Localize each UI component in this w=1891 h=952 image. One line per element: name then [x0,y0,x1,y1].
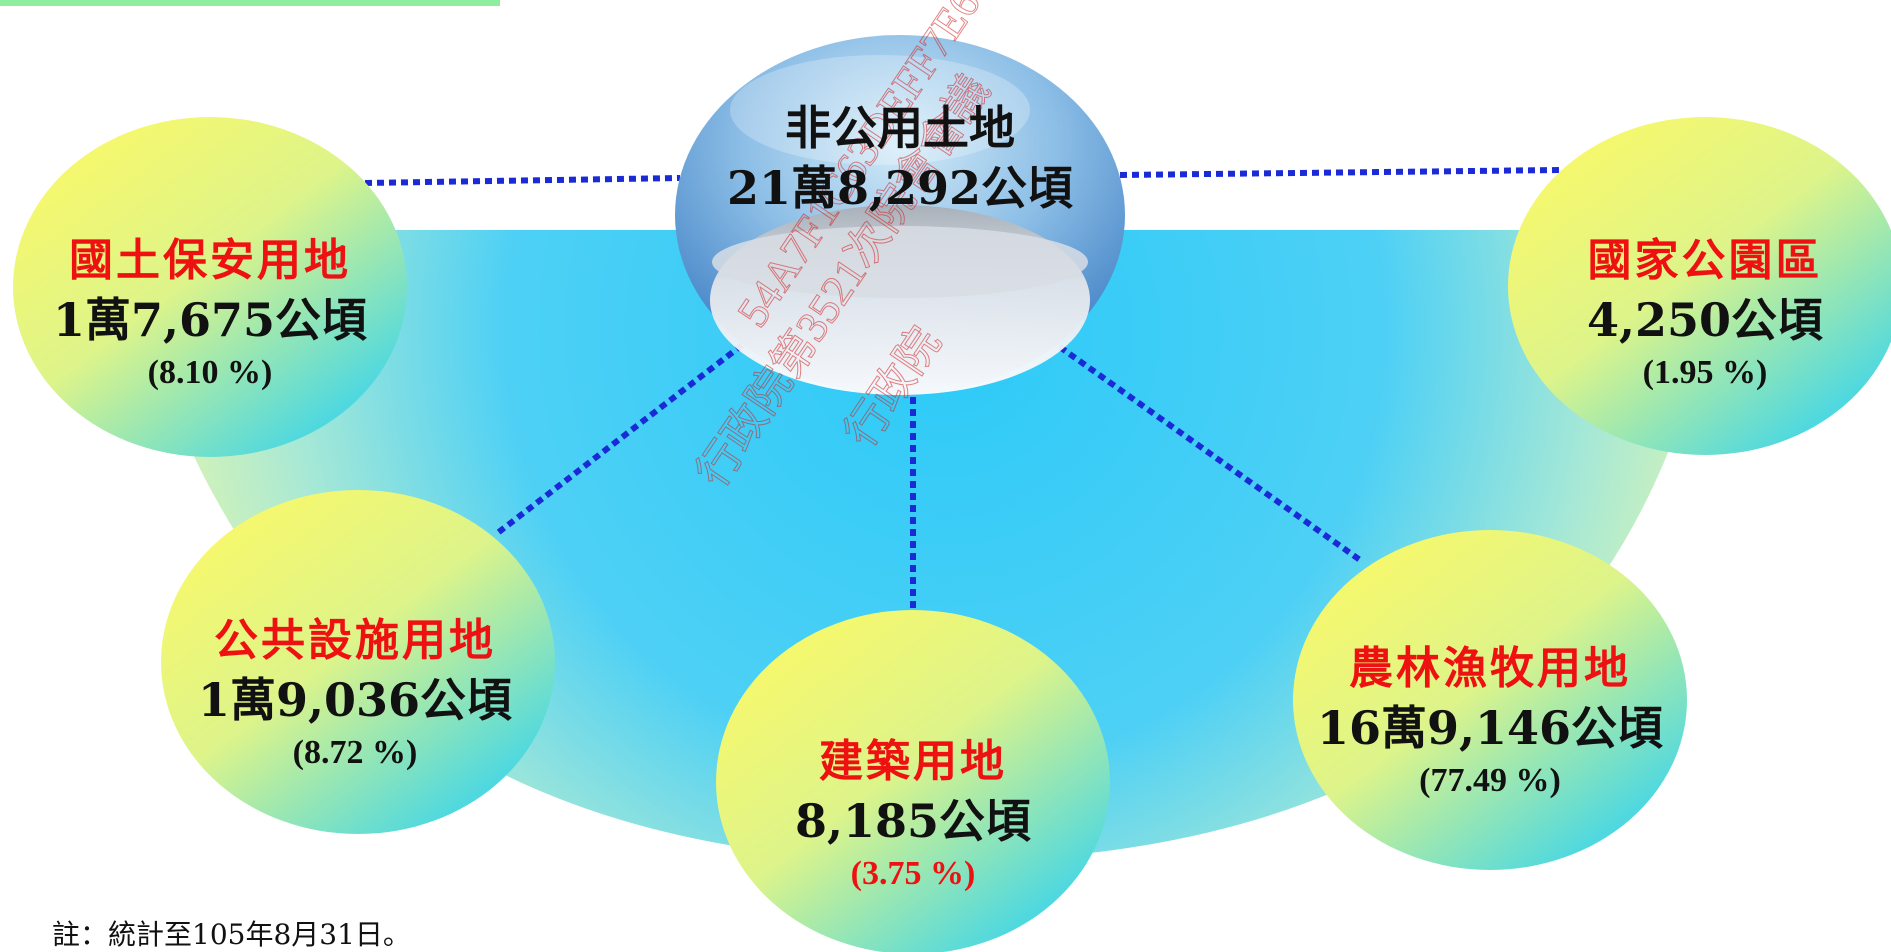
bubble-building [716,610,1110,952]
bubble-public-facility [161,490,555,834]
bubble-national-park [1508,117,1891,455]
connectors [364,167,1561,620]
node-public-facility: 公共設施用地 1萬9,036公頃 (8.72 %) [155,612,555,776]
connector-national-park [1119,167,1561,178]
node-national-security: 國土保安用地 1萬7,675公頃 (8.10 %) [10,232,410,396]
center-area: 21萬8,292公頃 [726,161,1074,215]
bubble-agriculture [1293,530,1687,870]
category-name: 公共設施用地 [214,615,496,666]
connector-national-security [364,175,681,186]
header-bar [0,0,500,6]
category-percent: (77.49 %) [1419,762,1561,799]
bubble-national-security [13,117,407,457]
connector-public-facility [493,342,744,538]
category-area: 1萬7,675公頃 [52,293,368,347]
category-percent: (8.72 %) [292,734,418,771]
category-name: 國土保安用地 [69,235,351,286]
center-sphere [675,35,1125,395]
center-name: 非公用土地 [785,101,1015,155]
category-percent: (8.10 %) [147,354,273,391]
category-name: 農林漁牧用地 [1349,643,1631,694]
category-area: 1萬9,036公頃 [197,673,513,727]
category-name: 建築用地 [819,736,1007,787]
footnote: 註：統計至105年8月31日。 [52,918,411,951]
center-label: 非公用土地 21萬8,292公頃 [700,98,1100,218]
category-percent: (1.95 %) [1642,354,1768,391]
node-agriculture: 農林漁牧用地 16萬9,146公頃 (77.49 %) [1290,640,1690,804]
node-building: 建築用地 8,185公頃 (3.75 %) [713,733,1113,897]
category-area: 16萬9,146公頃 [1316,701,1664,755]
node-national-park: 國家公園區 4,250公頃 (1.95 %) [1505,232,1891,396]
category-area: 8,185公頃 [794,794,1032,848]
category-area: 4,250公頃 [1586,293,1824,347]
category-percent: (3.75 %) [850,855,976,892]
category-name: 國家公園區 [1587,235,1823,286]
connector-agriculture [1048,337,1362,563]
